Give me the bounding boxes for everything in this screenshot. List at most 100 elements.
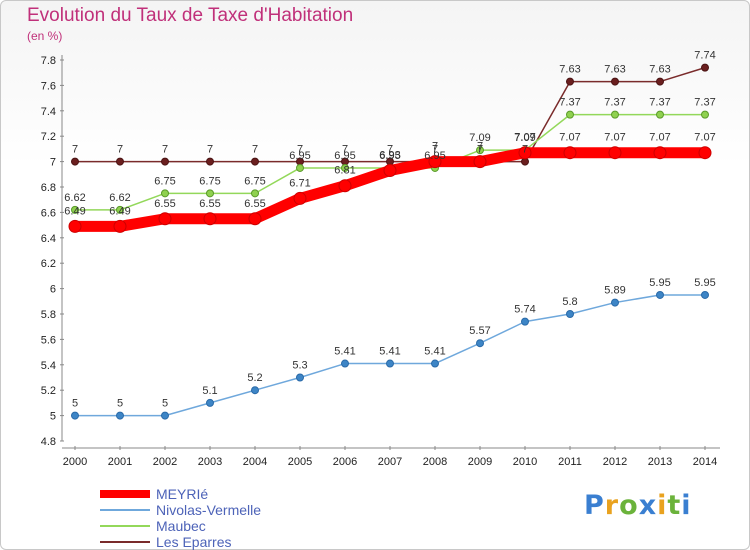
data-label: 7.37 <box>694 97 715 109</box>
y-tick-label: 4.8 <box>41 436 56 448</box>
data-label: 7.63 <box>559 64 580 76</box>
data-label: 7 <box>387 144 393 156</box>
x-tick-label: 2002 <box>153 456 177 468</box>
data-point <box>563 146 577 160</box>
data-point <box>383 163 397 177</box>
data-point <box>206 189 214 198</box>
series-0 <box>68 146 712 233</box>
x-tick-label: 2010 <box>513 456 537 468</box>
data-point <box>341 163 349 172</box>
data-point <box>566 310 574 318</box>
data-label: 7.63 <box>604 64 625 76</box>
data-label: 7.07 <box>559 132 580 144</box>
data-point <box>656 110 664 119</box>
data-label: 6.55 <box>244 198 265 210</box>
x-tick-label: 2007 <box>378 456 402 468</box>
data-label: 6.81 <box>334 165 355 177</box>
chart-title: Evolution du Taux de Taxe d'Habitation <box>27 5 354 26</box>
data-point <box>476 339 484 348</box>
data-label: 6.71 <box>289 177 310 189</box>
legend-label: Maubec <box>156 518 206 534</box>
x-tick-label: 2003 <box>198 456 222 468</box>
data-point <box>701 290 709 299</box>
data-label: 7 <box>432 144 438 156</box>
data-point <box>161 189 169 198</box>
data-point <box>68 219 82 233</box>
data-point <box>386 359 394 368</box>
data-point <box>566 110 574 119</box>
data-label: 6.75 <box>154 175 175 187</box>
data-label: 7.74 <box>694 50 715 62</box>
data-label: 6.75 <box>244 175 265 187</box>
data-label: 5.3 <box>292 360 307 372</box>
y-tick-label: 5.8 <box>41 309 56 321</box>
data-label: 6.49 <box>64 205 85 217</box>
y-tick-label: 6.2 <box>41 258 56 270</box>
data-label: 7 <box>477 144 483 156</box>
data-label: 6.75 <box>199 175 220 187</box>
data-label: 7.07 <box>604 132 625 144</box>
y-tick-label: 5.2 <box>41 385 56 397</box>
series-layer <box>68 63 712 420</box>
data-point <box>611 110 619 119</box>
data-label: 5 <box>72 398 78 410</box>
data-point <box>251 189 259 198</box>
y-tick-label: 7.2 <box>41 131 56 143</box>
data-point <box>611 298 619 307</box>
line-chart: 4.8 5 5.2 5.4 5.6 5.8 6 6.2 6.4 6.6 6.8 7 7.2 7.4 7.6 7… <box>41 50 720 468</box>
data-label: 5.41 <box>379 346 400 358</box>
data-label: 5 <box>117 398 123 410</box>
data-label: 7 <box>522 144 528 156</box>
data-point <box>428 155 442 169</box>
data-point <box>248 212 262 226</box>
data-point <box>161 411 169 420</box>
data-label: 5.41 <box>424 346 445 358</box>
data-label: 7.09 <box>514 132 535 144</box>
x-tick-label: 2009 <box>468 456 492 468</box>
data-point <box>611 77 619 86</box>
data-point <box>476 146 484 155</box>
data-label: 7 <box>477 141 483 153</box>
y-tick-label: 5.6 <box>41 334 56 346</box>
data-label: 7.37 <box>604 97 625 109</box>
data-point <box>431 359 439 368</box>
y-tick-label: 5.4 <box>41 360 56 372</box>
data-label: 5.1 <box>202 385 217 397</box>
data-label: 6.62 <box>109 192 130 204</box>
data-label: 5.95 <box>694 277 715 289</box>
data-label: 6.49 <box>109 205 130 217</box>
data-point <box>656 290 664 299</box>
data-point <box>251 386 259 395</box>
legend-swatch <box>100 525 150 527</box>
data-point <box>293 191 307 205</box>
y-tick-label: 6.4 <box>41 233 56 245</box>
data-point <box>653 146 667 160</box>
data-point <box>71 157 79 166</box>
data-point <box>296 373 304 382</box>
y-tick-label: 7.8 <box>41 55 56 67</box>
x-tick-label: 2013 <box>648 456 672 468</box>
data-point <box>161 157 169 166</box>
x-tick-label: 2005 <box>288 456 312 468</box>
data-label: 6.93 <box>379 149 400 161</box>
data-label: 7 <box>207 144 213 156</box>
y-tick-label: 6 <box>50 284 56 296</box>
data-label: 7.09 <box>469 132 490 144</box>
data-label: 6.95 <box>334 150 355 162</box>
data-point <box>296 163 304 172</box>
data-label: 6.55 <box>199 198 220 210</box>
series-1 <box>71 290 709 420</box>
data-point <box>338 179 352 193</box>
data-label: 6.62 <box>64 192 85 204</box>
data-point <box>71 205 79 214</box>
data-point <box>518 146 532 160</box>
data-label: 7 <box>162 144 168 156</box>
data-label: 6.95 <box>379 150 400 162</box>
x-tick-label: 2000 <box>63 456 87 468</box>
data-point <box>566 77 574 86</box>
x-tick-label: 2014 <box>693 456 717 468</box>
x-tick-label: 2004 <box>243 456 267 468</box>
data-point <box>158 212 172 226</box>
data-point <box>698 146 712 160</box>
